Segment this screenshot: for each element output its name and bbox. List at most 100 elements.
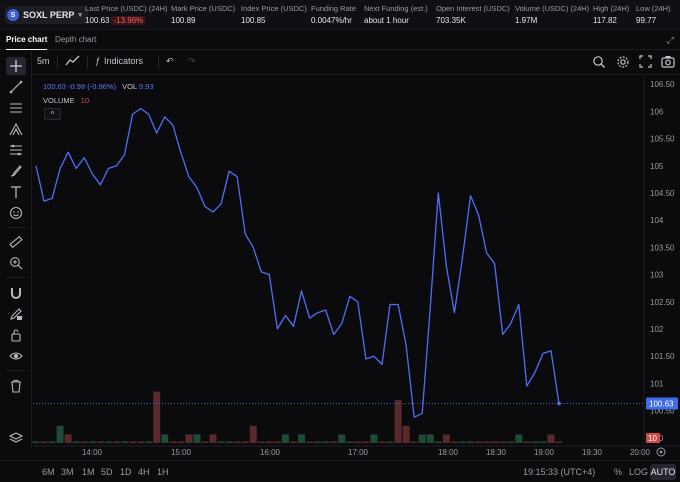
volume-bar <box>434 441 442 443</box>
volume-bar <box>466 441 474 443</box>
expand-icon[interactable]: ⤢ <box>666 35 674 45</box>
lock-icon[interactable] <box>6 326 26 344</box>
range-6m[interactable]: 6M <box>42 467 55 477</box>
gear-icon[interactable] <box>616 55 630 71</box>
stat-value: 0.0047%/hr <box>311 16 352 25</box>
stat-label: Last Price (USDC) (24H) <box>85 4 168 13</box>
log-toggle[interactable]: LOG <box>629 467 649 477</box>
volume-bar <box>346 441 354 443</box>
stat-value: 703.35K <box>436 16 466 25</box>
y-tick-label: 101.50 <box>650 352 675 361</box>
volume-bar <box>104 441 112 443</box>
ruler-icon[interactable] <box>6 233 26 251</box>
last-price-point <box>557 401 561 406</box>
undo-icon[interactable]: ↶ <box>166 56 174 66</box>
stat-funding-rate: Funding Rate 0.0047%/hr <box>311 4 356 25</box>
timezone-clock[interactable]: 19:15:33 (UTC+4) <box>523 467 596 477</box>
y-tick-label: 106.50 <box>650 80 675 89</box>
volume-bar <box>265 441 273 443</box>
lock-pencil-icon[interactable] <box>6 305 26 323</box>
stat-label: Low (24H) <box>636 4 671 13</box>
search-alert-icon[interactable] <box>592 55 606 71</box>
volume-bar <box>370 434 378 443</box>
range-3m[interactable]: 3M <box>61 467 74 477</box>
crosshair-icon[interactable] <box>6 57 26 75</box>
pitchfork-icon[interactable] <box>6 120 26 138</box>
volume-bar <box>330 441 338 443</box>
emoji-icon[interactable] <box>6 204 26 222</box>
chevron-down-icon: ▾ <box>78 12 82 19</box>
y-tick-label: 103.50 <box>650 243 675 252</box>
x-tick-label: 17:00 <box>348 448 369 457</box>
tab-price-chart[interactable]: Price chart <box>6 35 48 50</box>
legend-collapse-button[interactable]: ^ <box>44 108 61 120</box>
stat-label: Open Interest (USDC) <box>436 4 510 13</box>
volume-bar <box>394 400 402 443</box>
eye-icon[interactable] <box>6 347 26 365</box>
layers-icon[interactable] <box>6 429 26 447</box>
volume-bar <box>306 441 314 443</box>
volume-bar <box>64 434 72 443</box>
legend-volume-label: VOLUME <box>43 96 75 105</box>
range-1d[interactable]: 1D <box>120 467 132 477</box>
auto-scale-button[interactable]: AUTO <box>650 464 676 480</box>
volume-bar <box>402 425 410 443</box>
magnet-icon[interactable] <box>6 284 26 302</box>
brush-icon[interactable] <box>6 162 26 180</box>
interval-selector[interactable]: 5m <box>37 56 50 66</box>
horizontal-lines-icon[interactable] <box>6 99 26 117</box>
legend-vol-label: VOL <box>122 82 137 91</box>
y-tick-label: 105 <box>650 162 664 171</box>
percent-toggle[interactable]: % <box>614 467 623 477</box>
zoom-in-icon[interactable] <box>6 254 26 272</box>
trash-icon[interactable] <box>6 377 26 395</box>
volume-bar <box>322 441 330 443</box>
volume-bar <box>225 441 233 443</box>
range-5d[interactable]: 5D <box>101 467 113 477</box>
stat-value: 100.85 <box>241 16 266 25</box>
volume-bar <box>209 434 217 443</box>
volume-bar <box>96 441 104 443</box>
stat-label: Mark Price (USDC) <box>171 4 236 13</box>
volume-bar <box>257 441 265 443</box>
trend-line-icon[interactable] <box>6 78 26 96</box>
indicators-button[interactable]: ƒ Indicators <box>95 56 143 66</box>
stat-label: Index Price (USDC) <box>241 4 307 13</box>
volume-bar <box>386 441 394 443</box>
volume-bar <box>193 434 201 443</box>
volume-bar <box>217 441 225 443</box>
volume-bar <box>418 434 426 443</box>
volume-bar <box>161 434 169 443</box>
x-tick-label: 15:00 <box>171 448 192 457</box>
volume-bar <box>507 441 515 443</box>
symbol-selector[interactable]: S SOXL PERP ▾ <box>5 6 88 24</box>
symbol-name: SOXL PERP <box>23 10 75 20</box>
volume-bar <box>483 441 491 443</box>
chart-type-line-icon[interactable] <box>65 55 81 69</box>
volume-bar <box>281 434 289 443</box>
stat-value: 99.77 <box>636 16 657 25</box>
y-tick-label: 101 <box>650 379 664 388</box>
stat-value: about 1 hour <box>364 16 409 25</box>
volume-bar <box>32 441 40 443</box>
volume-bar <box>48 441 56 443</box>
y-tick-label: 106 <box>650 107 664 116</box>
volume-bar <box>515 434 523 443</box>
redo-icon[interactable]: ↷ <box>188 56 196 66</box>
tab-depth-chart[interactable]: Depth chart <box>55 35 97 44</box>
camera-icon[interactable] <box>661 55 675 70</box>
text-tool-icon[interactable] <box>6 183 26 201</box>
coin-icon: S <box>7 9 19 21</box>
fullscreen-icon[interactable] <box>639 55 652 70</box>
range-4h[interactable]: 4H <box>138 467 150 477</box>
volume-bar <box>201 441 209 443</box>
range-1m[interactable]: 1M <box>82 467 95 477</box>
fibonacci-icon[interactable] <box>6 141 26 159</box>
volume-bar <box>491 441 499 443</box>
x-tick-label: 18:00 <box>438 448 459 457</box>
range-1h[interactable]: 1H <box>157 467 169 477</box>
volume-bar <box>475 441 483 443</box>
volume-bar <box>129 441 137 443</box>
volume-bar <box>56 425 64 443</box>
